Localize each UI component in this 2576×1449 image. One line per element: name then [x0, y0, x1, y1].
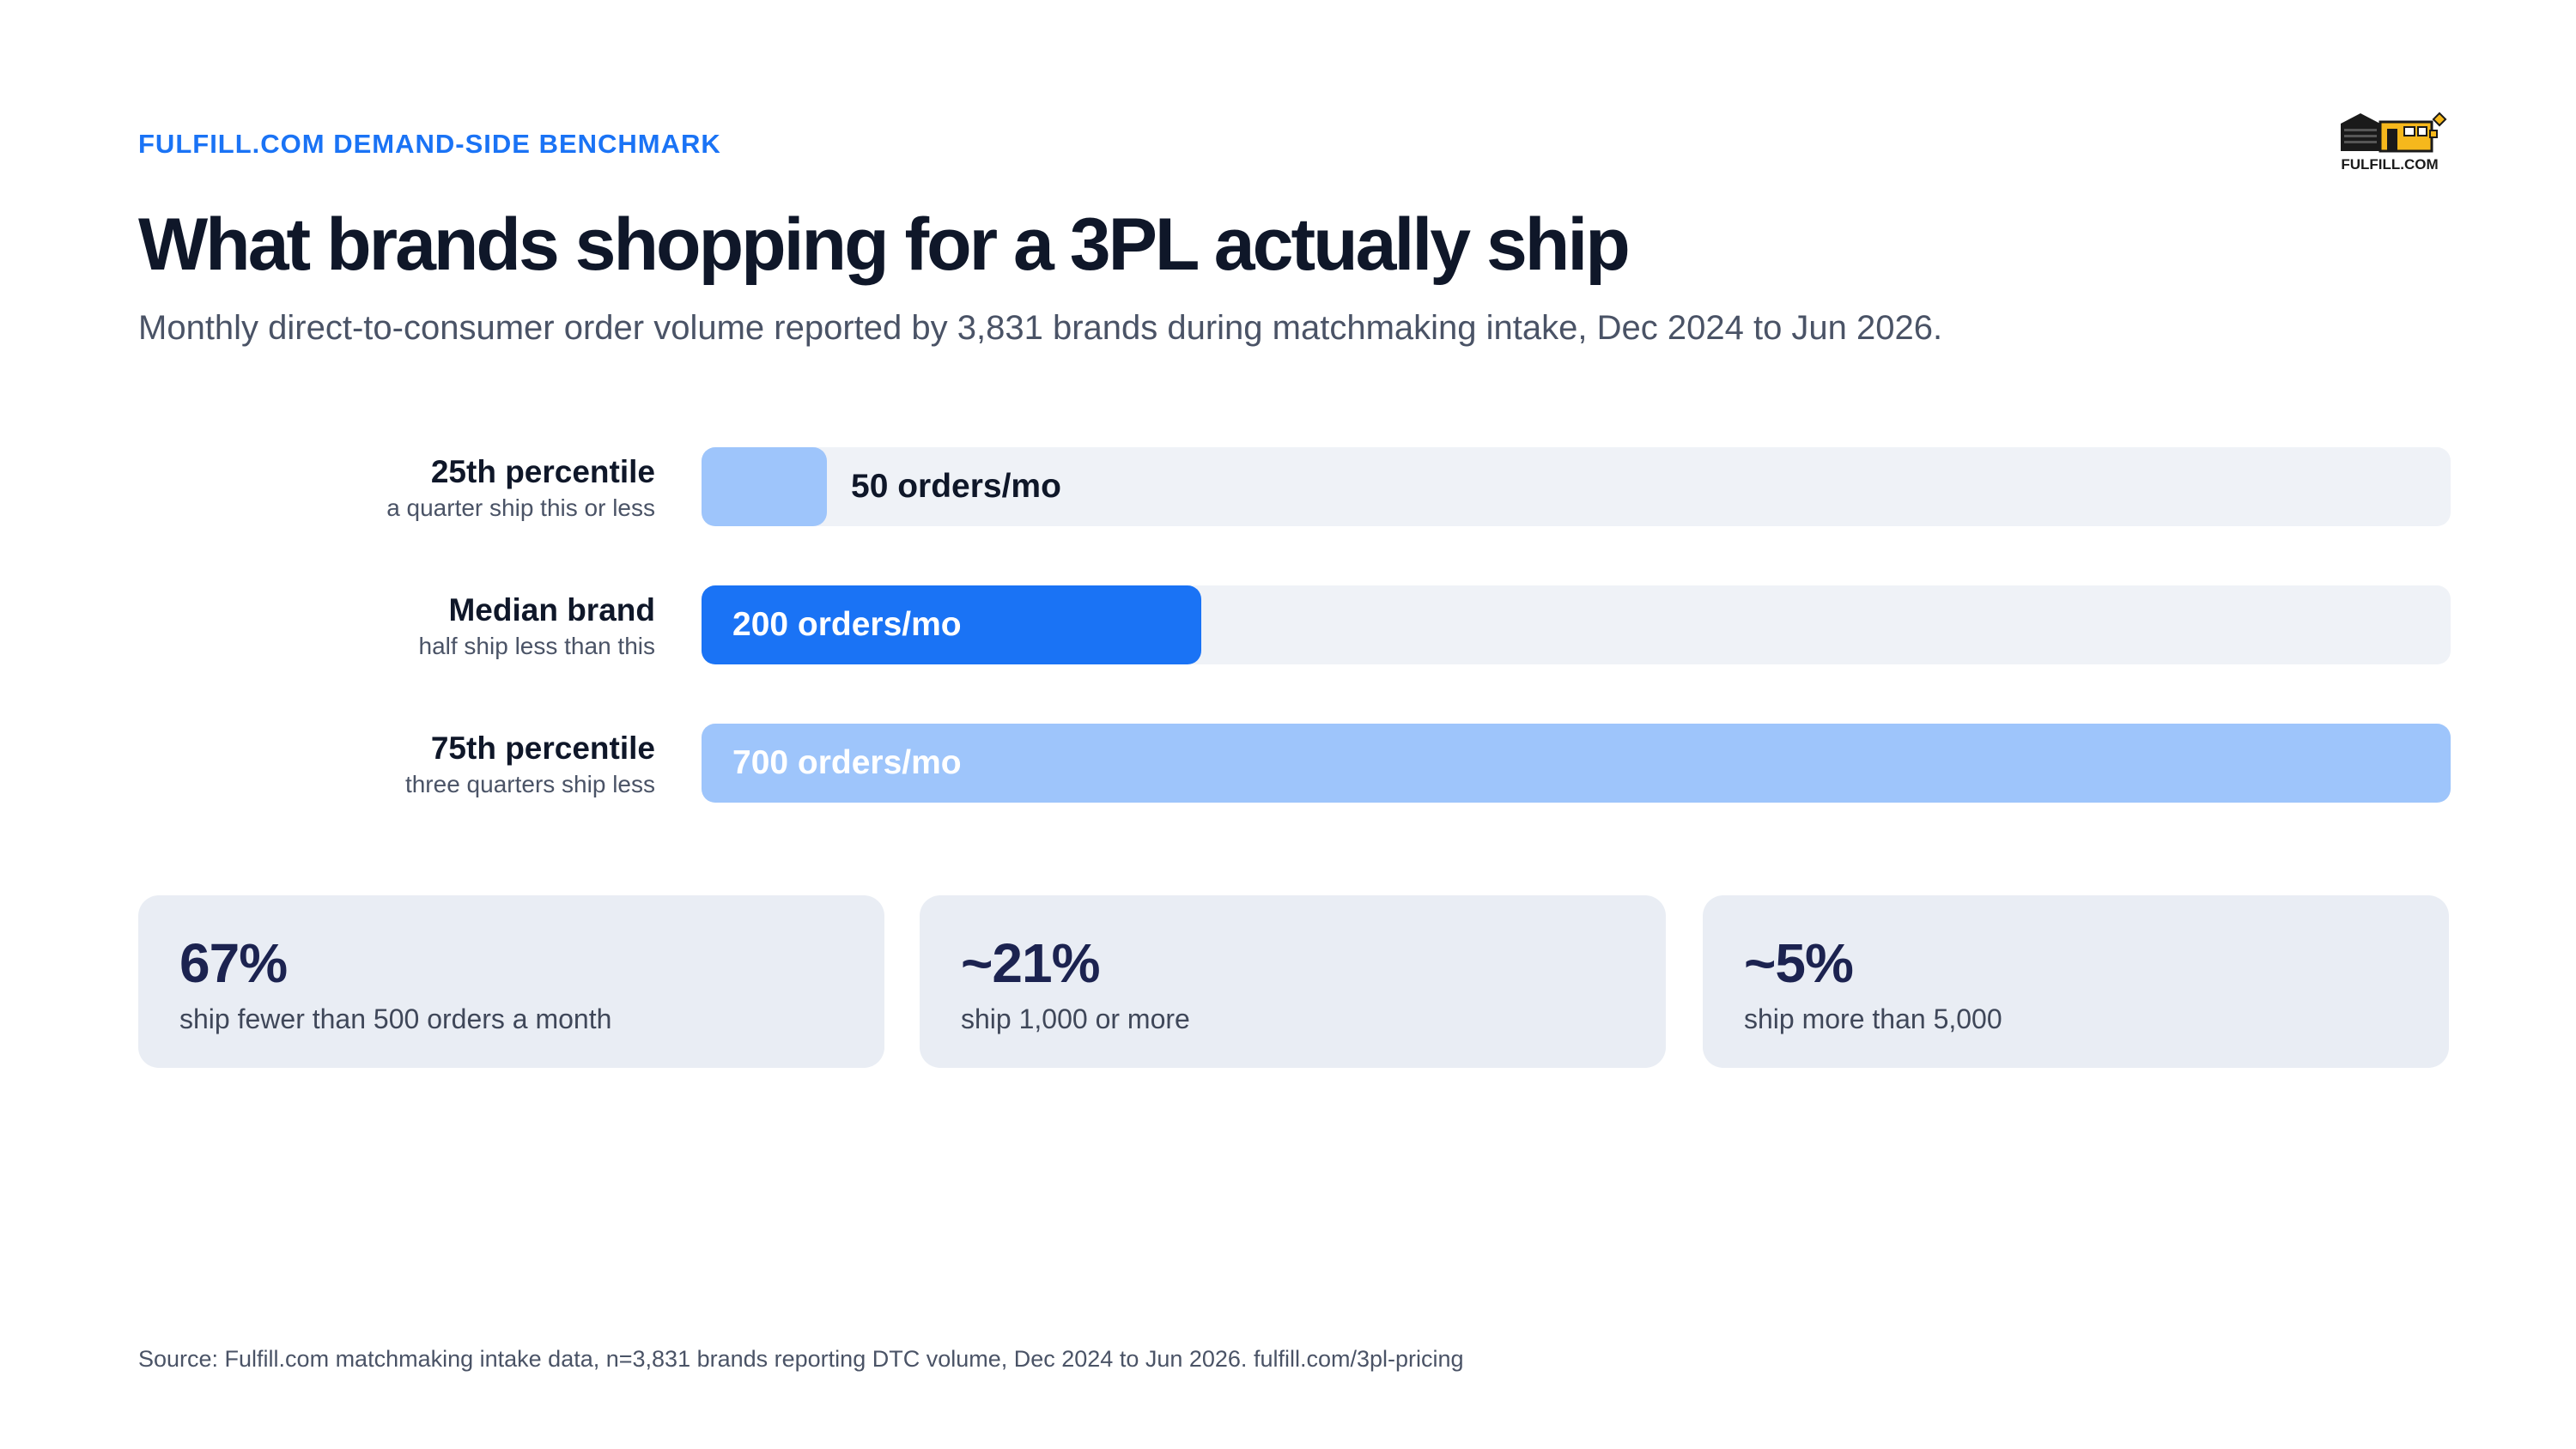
- logo-text: FULFILL.COM: [2341, 156, 2438, 173]
- source-note: Source: Fulfill.com matchmaking intake d…: [138, 1346, 1464, 1372]
- warehouse-icon: [2341, 112, 2447, 153]
- row-description: three quarters ship less: [404, 771, 655, 797]
- stat-value: ~5%: [1744, 932, 1854, 994]
- row-title: 25th percentile: [430, 454, 655, 489]
- bar-median: [702, 585, 1201, 664]
- kicker-label: FULFILL.COM DEMAND-SIDE BENCHMARK: [138, 129, 721, 159]
- bar-track-p75: 700 orders/mo: [702, 724, 2451, 803]
- stat-value: ~21%: [961, 932, 1100, 994]
- bar-value-label-p75: 700 orders/mo: [732, 744, 962, 781]
- stat-value: 67%: [179, 932, 288, 994]
- row-label-median: Median brand half ship less than this: [419, 591, 656, 663]
- bar-value-label-p25: 50 orders/mo: [851, 468, 1061, 505]
- row-description: half ship less than this: [418, 633, 656, 659]
- row-label-p25: 25th percentile a quarter ship this or l…: [386, 452, 655, 524]
- bar-value-label-median: 200 orders/mo: [732, 606, 962, 643]
- row-description: a quarter ship this or less: [386, 494, 655, 521]
- row-title: Median brand: [448, 592, 655, 627]
- stat-caption: ship 1,000 or more: [961, 1003, 1190, 1034]
- bar-track-median: 200 orders/mo: [702, 585, 2451, 664]
- page-title: What brands shopping for a 3PL actually …: [138, 203, 1631, 286]
- bar-track-p25: 50 orders/mo: [702, 447, 2451, 526]
- stat-caption: ship more than 5,000: [1744, 1003, 2002, 1034]
- stat-card: ~5% ship more than 5,000: [1703, 895, 2449, 1068]
- row-label-p75: 75th percentile three quarters ship less: [405, 729, 655, 801]
- stat-card: 67% ship fewer than 500 orders a month: [138, 895, 884, 1068]
- stat-card: ~21% ship 1,000 or more: [920, 895, 1666, 1068]
- bar-p25: [702, 447, 827, 526]
- page-subtitle: Monthly direct-to-consumer order volume …: [138, 309, 1943, 347]
- bar-p75: [702, 724, 2451, 803]
- fulfill-logo: FULFILL.COM: [2341, 112, 2447, 173]
- row-title: 75th percentile: [430, 731, 655, 766]
- stat-caption: ship fewer than 500 orders a month: [179, 1003, 612, 1034]
